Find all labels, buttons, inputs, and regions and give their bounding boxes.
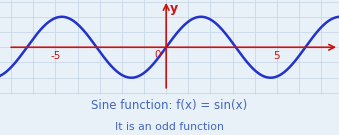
Text: Sine function: f(x) = sin(x): Sine function: f(x) = sin(x)	[92, 99, 247, 112]
Text: 0: 0	[154, 50, 161, 60]
Text: -5: -5	[50, 51, 61, 61]
Text: It is an odd function: It is an odd function	[115, 122, 224, 132]
Text: y: y	[170, 1, 178, 15]
Text: 5: 5	[274, 51, 280, 61]
